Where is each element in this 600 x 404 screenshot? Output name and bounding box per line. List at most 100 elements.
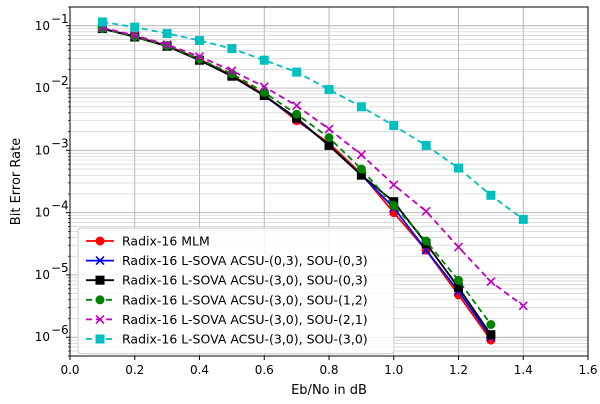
- data-point: [486, 320, 496, 330]
- data-point: [486, 277, 496, 287]
- x-axis-label: Eb/No in dB: [291, 383, 367, 398]
- x-tick-label: 1.6: [578, 363, 597, 377]
- legend-item: Radix-16 L-SOVA ACSU-(3,0), SOU-(1,2): [86, 292, 368, 307]
- data-point: [389, 201, 399, 211]
- y-tick-exponent: −4: [51, 199, 69, 213]
- x-tick-label: 1.2: [449, 363, 468, 377]
- legend-item: Radix-16 L-SOVA ACSU-(3,0), SOU-(2,1): [86, 312, 368, 327]
- data-point: [292, 101, 302, 111]
- x-tick-label: 1.4: [514, 363, 533, 377]
- data-point: [324, 133, 334, 143]
- x-tick-label: 0.2: [125, 363, 144, 377]
- data-point: [324, 84, 334, 94]
- data-point-stroke: [453, 242, 464, 252]
- data-point: [95, 314, 105, 324]
- data-point: [356, 150, 366, 160]
- x-tick-label: 0.4: [190, 363, 209, 377]
- y-tick-exponent: −5: [51, 261, 69, 275]
- data-point: [292, 109, 302, 119]
- x-tick-label: 0.0: [60, 363, 79, 377]
- y-tick-exponent: −3: [51, 136, 69, 150]
- y-tick-label: 10: [35, 206, 50, 220]
- series-line: [102, 26, 524, 307]
- data-point: [486, 330, 496, 340]
- data-point: [130, 22, 140, 32]
- data-point: [356, 102, 366, 112]
- legend-item: Radix-16 L-SOVA ACSU-(3,0), SOU-(0,3): [86, 273, 368, 288]
- data-point: [95, 256, 105, 266]
- data-point: [97, 17, 107, 27]
- y-tick-label: 10: [35, 19, 50, 33]
- data-point-stroke: [389, 180, 399, 190]
- legend-label: Radix-16 L-SOVA ACSU-(0,3), SOU-(0,3): [122, 253, 368, 268]
- data-point: [194, 52, 205, 62]
- x-tick-label: 0.6: [255, 363, 274, 377]
- y-axis-label: Bit Error Rate: [9, 138, 24, 225]
- data-point: [421, 206, 431, 216]
- data-point: [130, 30, 140, 40]
- data-point: [227, 66, 237, 76]
- data-point: [162, 39, 172, 50]
- legend-label: Radix-16 L-SOVA ACSU-(3,0), SOU-(0,3): [122, 273, 368, 288]
- data-point: [195, 35, 204, 45]
- y-tick-exponent: −1: [51, 12, 69, 26]
- data-point: [227, 44, 237, 54]
- legend: Radix-16 MLM Radix-16 L-SOVA ACSU-(0,3), …: [77, 227, 395, 355]
- data-point-stroke: [130, 30, 140, 40]
- x-tick-label: 1.0: [384, 363, 403, 377]
- data-point-stroke: [486, 277, 496, 287]
- data-point: [259, 55, 269, 65]
- series-line: [102, 21, 524, 221]
- data-point: [95, 275, 105, 285]
- data-point: [453, 242, 464, 252]
- legend-box: [77, 227, 395, 355]
- data-point: [421, 140, 431, 150]
- data-point: [292, 67, 302, 77]
- data-point: [454, 275, 463, 285]
- data-point-stroke: [421, 206, 431, 216]
- data-point: [324, 124, 334, 134]
- y-tick-label: 10: [35, 330, 50, 344]
- legend-label: Radix-16 L-SOVA ACSU-(3,0), SOU-(1,2): [122, 292, 368, 307]
- data-point: [486, 190, 496, 200]
- series-6: [97, 17, 528, 224]
- data-point: [259, 82, 269, 92]
- data-point: [421, 236, 431, 246]
- data-point-stroke: [259, 82, 269, 92]
- data-point-stroke: [518, 301, 528, 311]
- legend-item: Radix-16 L-SOVA ACSU-(3,0), SOU-(3,0): [86, 332, 368, 347]
- axis-ticks: 0.0 0.2 0.4 0.6 0.8 1.0 1.2 1.4 1.610 −610 −510 −41…: [35, 6, 598, 377]
- data-point: [518, 214, 528, 224]
- y-tick-label: 10: [35, 81, 50, 95]
- data-point: [162, 29, 172, 39]
- data-point: [95, 236, 105, 246]
- data-point: [95, 295, 105, 305]
- legend-label: Radix-16 L-SOVA ACSU-(3,0), SOU-(3,0): [122, 332, 368, 347]
- series-layer: [97, 17, 528, 345]
- y-tick-exponent: −2: [51, 74, 69, 88]
- data-point-stroke: [95, 256, 105, 266]
- data-point: [356, 164, 366, 174]
- legend-item: Radix-16 MLM: [86, 234, 210, 249]
- data-point: [389, 121, 399, 131]
- data-point: [324, 140, 334, 150]
- y-tick-label: 10: [35, 143, 50, 157]
- y-tick-label: 10: [35, 268, 50, 282]
- data-point-stroke: [162, 39, 172, 50]
- data-point-stroke: [324, 124, 334, 134]
- y-tick-exponent: −6: [51, 323, 69, 337]
- data-point-stroke: [356, 150, 366, 160]
- series-5: [97, 23, 528, 311]
- data-point: [454, 163, 463, 173]
- data-point: [518, 301, 528, 311]
- data-point: [389, 180, 399, 190]
- data-point-stroke: [194, 52, 205, 62]
- data-point: [259, 87, 269, 97]
- data-point-stroke: [292, 101, 302, 111]
- legend-item: Radix-16 L-SOVA ACSU-(0,3), SOU-(0,3): [86, 253, 368, 268]
- data-point: [130, 32, 140, 42]
- data-point-stroke: [95, 314, 105, 324]
- data-point-stroke: [227, 66, 237, 76]
- data-point: [95, 334, 105, 344]
